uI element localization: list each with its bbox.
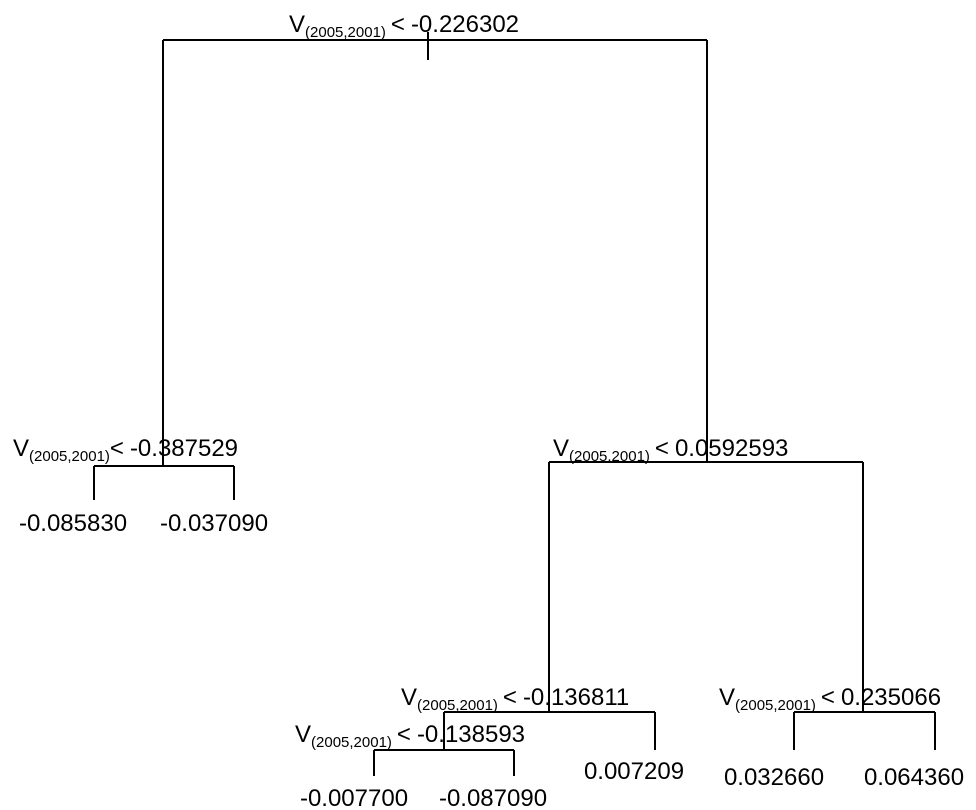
split-threshold: 0.0592593	[675, 435, 788, 462]
split-operator: <	[503, 684, 517, 711]
split-var: V	[289, 11, 305, 38]
split-subscript: (2005,2001)	[29, 448, 110, 465]
leaf-value: -0.007700	[300, 785, 408, 810]
leaf-value: -0.087090	[439, 785, 547, 810]
split-threshold: 0.235066	[841, 684, 941, 711]
split-subscript: (2005,2001)	[417, 697, 498, 714]
split-label-left: V(2005,2001)< -0.387529	[13, 435, 238, 465]
split-subscript: (2005,2001)	[569, 448, 650, 465]
leaf-value: 0.064360	[864, 764, 964, 791]
split-threshold: -0.136811	[523, 684, 629, 711]
split-label-right-left-left: V(2005,2001) < -0.138593	[295, 721, 525, 751]
split-var: V	[295, 721, 311, 748]
split-subscript: (2005,2001)	[311, 734, 392, 751]
split-operator: <	[655, 435, 669, 462]
split-operator: <	[397, 721, 411, 748]
split-var: V	[13, 435, 29, 462]
leaf-value: 0.007209	[584, 758, 684, 785]
split-threshold: -0.226302	[411, 11, 519, 38]
split-label-right: V(2005,2001) <0.0592593	[553, 435, 788, 465]
split-operator: <	[821, 684, 835, 711]
split-label-right-right: V(2005,2001) <0.235066	[719, 684, 941, 714]
leaf-values: -0.085830 -0.037090 -0.007700 -0.087090 …	[19, 510, 964, 810]
split-subscript: (2005,2001)	[305, 24, 386, 41]
split-var: V	[401, 684, 417, 711]
split-subscript: (2005,2001)	[735, 697, 816, 714]
split-var: V	[553, 435, 569, 462]
split-labels: V(2005,2001) < -0.226302 V(2005,2001)< -0.3…	[13, 11, 941, 751]
leaf-value: 0.032660	[724, 764, 824, 791]
leaf-value: -0.037090	[160, 510, 268, 537]
split-label-right-left: V(2005,2001) < -0.136811	[401, 684, 629, 714]
split-label-root: V(2005,2001) < -0.226302	[289, 11, 519, 41]
leaf-value: -0.085830	[19, 510, 127, 537]
tree-branches	[93, 32, 936, 776]
split-operator: <	[391, 11, 405, 38]
split-threshold: -0.138593	[417, 721, 525, 748]
split-threshold: -0.387529	[130, 435, 238, 462]
split-operator: <	[110, 435, 124, 462]
split-var: V	[719, 684, 735, 711]
